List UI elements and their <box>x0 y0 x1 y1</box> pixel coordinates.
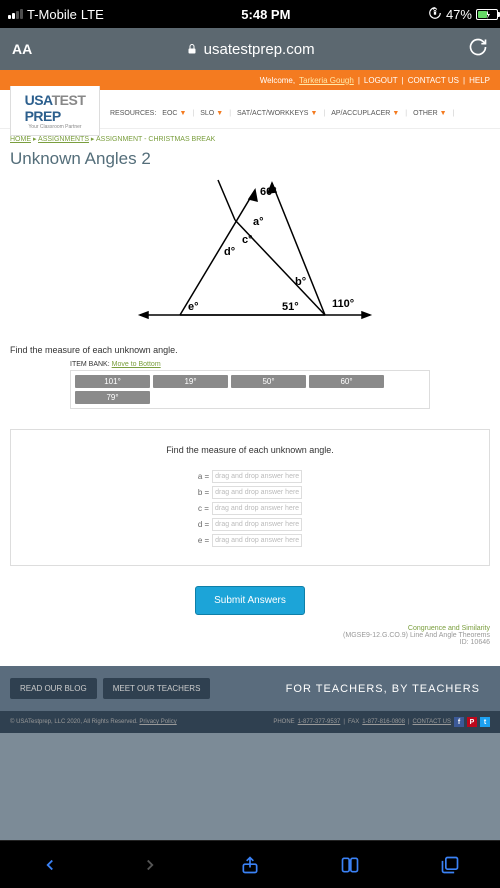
privacy-link[interactable]: Privacy Policy <box>139 719 176 725</box>
diagram-label-51: 51° <box>282 301 299 313</box>
forward-button[interactable] <box>136 851 164 879</box>
diagram-label-b: b° <box>295 276 306 288</box>
breadcrumb-home[interactable]: HOME <box>10 136 31 143</box>
text-size-button[interactable]: AA <box>12 41 32 57</box>
diagram-label-110: 110° <box>332 298 354 310</box>
angle-diagram: 60° a° c° d° b° e° 51° 110° <box>10 175 490 335</box>
main-nav: RESOURCES: EOC▼| SLO▼| SAT/ACT/WORKKEYS▼… <box>110 90 454 117</box>
facebook-icon[interactable]: f <box>454 717 464 727</box>
answer-label-e: e = <box>198 536 209 545</box>
refresh-button[interactable] <box>468 37 488 62</box>
page-content: Welcome, Tarkeria Gough | LOGOUT | CONTA… <box>0 70 500 840</box>
meta-id: ID: 10646 <box>10 639 490 646</box>
fax-link[interactable]: 1-877-816-0808 <box>362 719 405 725</box>
copyright: © USATestprep, LLC 2020, All Rights Rese… <box>10 719 138 725</box>
drop-zone-b[interactable]: drag and drop answer here <box>212 486 302 499</box>
bank-item[interactable]: 19° <box>153 375 228 388</box>
url-text: usatestprep.com <box>204 41 315 58</box>
twitter-icon[interactable]: t <box>480 717 490 727</box>
read-blog-button[interactable]: READ OUR BLOG <box>10 678 97 699</box>
drop-zone-c[interactable]: drag and drop answer here <box>212 502 302 515</box>
footer-tagline: FOR TEACHERS, BY TEACHERS <box>286 683 480 695</box>
drop-zone-d[interactable]: drag and drop answer here <box>212 518 302 531</box>
address-bar[interactable]: usatestprep.com <box>44 41 456 58</box>
contact-link[interactable]: CONTACT US <box>408 76 459 85</box>
bank-item[interactable]: 101° <box>75 375 150 388</box>
status-time: 5:48 PM <box>241 7 290 22</box>
drop-zone-e[interactable]: drag and drop answer here <box>212 534 302 547</box>
share-button[interactable] <box>236 851 264 879</box>
meta-topic[interactable]: Congruence and Similarity <box>10 625 490 632</box>
signal-icon <box>8 9 23 19</box>
bank-item[interactable]: 79° <box>75 391 150 404</box>
user-link[interactable]: Tarkeria Gough <box>299 76 354 85</box>
logo-tagline: Your Classroom Partner <box>28 124 81 130</box>
back-button[interactable] <box>36 851 64 879</box>
diagram-label-60: 60° <box>260 186 277 198</box>
answer-prompt: Find the measure of each unknown angle. <box>26 445 474 455</box>
nav-item-eoc[interactable]: EOC▼ <box>162 110 186 117</box>
network-type: LTE <box>81 7 104 22</box>
footer-contact-link[interactable]: CONTACT US <box>413 719 451 725</box>
browser-nav: AA usatestprep.com <box>0 28 500 70</box>
footer-cta: READ OUR BLOG MEET OUR TEACHERS FOR TEAC… <box>0 666 500 711</box>
logout-link[interactable]: LOGOUT <box>364 76 398 85</box>
carrier: T-Mobile <box>27 7 77 22</box>
submit-button[interactable]: Submit Answers <box>195 586 305 615</box>
logo[interactable]: USATESTPREP Your Classroom Partner <box>10 86 100 136</box>
meta-standard: (MGSE9-12.G.CO.9) Line And Angle Theorem… <box>10 632 490 639</box>
drop-zone-a[interactable]: drag and drop answer here <box>212 470 302 483</box>
move-to-bottom-link[interactable]: Move to Bottom <box>112 361 161 368</box>
nav-resources-label: RESOURCES: <box>110 110 156 117</box>
bookmarks-button[interactable] <box>336 851 364 879</box>
logo-nav-row: USATESTPREP Your Classroom Partner RESOU… <box>0 90 500 128</box>
breadcrumb-assignments[interactable]: ASSIGNMENTS <box>38 136 89 143</box>
battery-pct: 47% <box>446 7 472 22</box>
pinterest-icon[interactable]: P <box>467 717 477 727</box>
diagram-label-a: a° <box>253 216 264 228</box>
item-bank-label: ITEM BANK: Move to Bottom <box>70 361 490 368</box>
item-bank: 101° 19° 50° 60° 79° <box>70 370 430 409</box>
question-meta: Congruence and Similarity (MGSE9-12.G.CO… <box>10 625 490 646</box>
bank-item[interactable]: 50° <box>231 375 306 388</box>
help-link[interactable]: HELP <box>469 76 490 85</box>
browser-toolbar <box>0 840 500 888</box>
lock-icon <box>186 43 198 55</box>
meet-teachers-button[interactable]: MEET OUR TEACHERS <box>103 678 211 699</box>
diagram-label-e: e° <box>188 301 199 313</box>
phone-link[interactable]: 1-877-377-9537 <box>298 719 341 725</box>
diagram-label-c: c° <box>242 234 253 246</box>
nav-item-sat[interactable]: SAT/ACT/WORKKEYS▼ <box>237 110 317 117</box>
answer-label-a: a = <box>198 472 209 481</box>
answer-label-b: b = <box>198 488 209 497</box>
page-background <box>0 733 500 840</box>
diagram-label-d: d° <box>224 246 235 258</box>
question-prompt: Find the measure of each unknown angle. <box>10 345 490 355</box>
nav-item-slo[interactable]: SLO▼ <box>200 110 223 117</box>
answer-label-d: d = <box>198 520 209 529</box>
breadcrumb-current: ASSIGNMENT - CHRISTMAS BREAK <box>96 136 215 143</box>
nav-item-ap[interactable]: AP/ACCUPLACER▼ <box>331 110 399 117</box>
orientation-lock-icon <box>428 6 442 23</box>
answer-area: Find the measure of each unknown angle. … <box>10 429 490 566</box>
battery-icon <box>476 9 492 20</box>
bank-item[interactable]: 60° <box>309 375 384 388</box>
page-title: Unknown Angles 2 <box>10 149 490 169</box>
nav-item-other[interactable]: OTHER▼ <box>413 110 446 117</box>
footer-legal: © USATestprep, LLC 2020, All Rights Rese… <box>0 711 500 733</box>
status-bar: T-Mobile LTE 5:48 PM 47% <box>0 0 500 28</box>
welcome-label: Welcome, <box>260 76 295 85</box>
answer-label-c: c = <box>198 504 209 513</box>
tabs-button[interactable] <box>436 851 464 879</box>
